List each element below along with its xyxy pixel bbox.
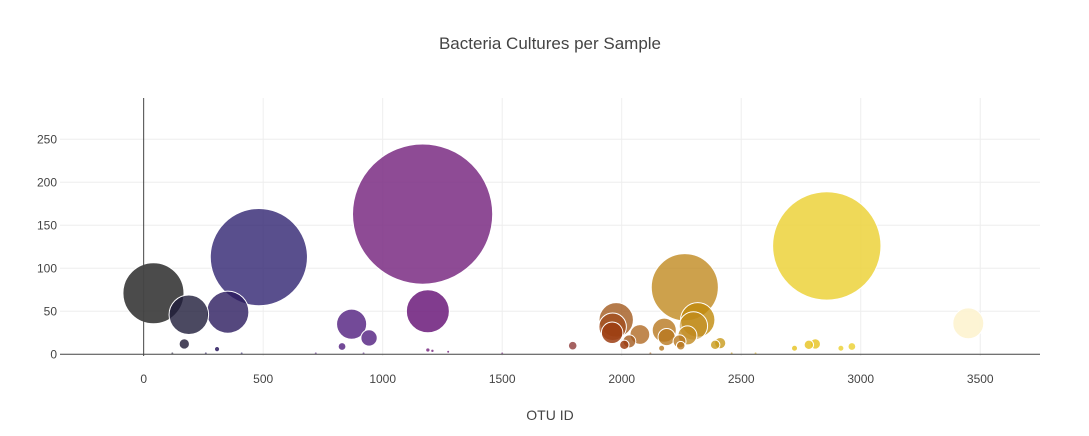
bubble-point xyxy=(206,290,250,334)
bubble-point xyxy=(337,342,347,351)
bubble-point xyxy=(952,307,985,340)
bubble-point xyxy=(847,342,857,351)
x-tick-label: 1500 xyxy=(489,372,516,386)
y-tick-label: 250 xyxy=(37,132,57,146)
bubble-point xyxy=(178,338,190,350)
y-tick-label: 50 xyxy=(44,304,58,318)
bubble-point xyxy=(772,191,882,301)
x-tick-label: 500 xyxy=(253,372,273,386)
bubbles xyxy=(122,143,985,356)
bubble-point xyxy=(567,340,578,351)
bubble-point xyxy=(405,289,450,334)
bubble-point xyxy=(791,344,799,352)
y-tick-label: 200 xyxy=(37,175,57,189)
bubble-point xyxy=(658,344,666,352)
chart-title: Bacteria Cultures per Sample xyxy=(439,34,661,53)
x-tick-label: 2000 xyxy=(608,372,635,386)
x-tick-label: 2500 xyxy=(728,372,755,386)
y-tick-label: 150 xyxy=(37,218,57,232)
x-tick-label: 1000 xyxy=(369,372,396,386)
bubble-point xyxy=(336,308,368,340)
bubble-point xyxy=(168,294,210,336)
y-tick-label: 0 xyxy=(50,347,57,361)
x-tick-label: 0 xyxy=(140,372,147,386)
bubble-point xyxy=(352,143,494,285)
bubble-point xyxy=(213,346,221,353)
bubble-point xyxy=(675,340,686,351)
x-axis-title: OTU ID xyxy=(526,407,573,423)
x-tick-label: 3500 xyxy=(967,372,994,386)
bubble-point xyxy=(209,208,308,307)
bubble-point xyxy=(360,329,378,347)
bubble-point xyxy=(837,344,845,352)
bubble-point xyxy=(446,349,451,354)
bubble-point xyxy=(619,339,630,351)
bubble-point xyxy=(600,321,624,345)
bubble-point xyxy=(709,339,721,351)
bubble-point xyxy=(122,262,185,325)
bubble-point xyxy=(803,339,815,351)
y-tick-label: 100 xyxy=(37,261,57,275)
bubble-point xyxy=(430,348,435,354)
bubble-point xyxy=(425,347,431,353)
bubble-point xyxy=(657,327,676,347)
x-tick-label: 3000 xyxy=(847,372,874,386)
